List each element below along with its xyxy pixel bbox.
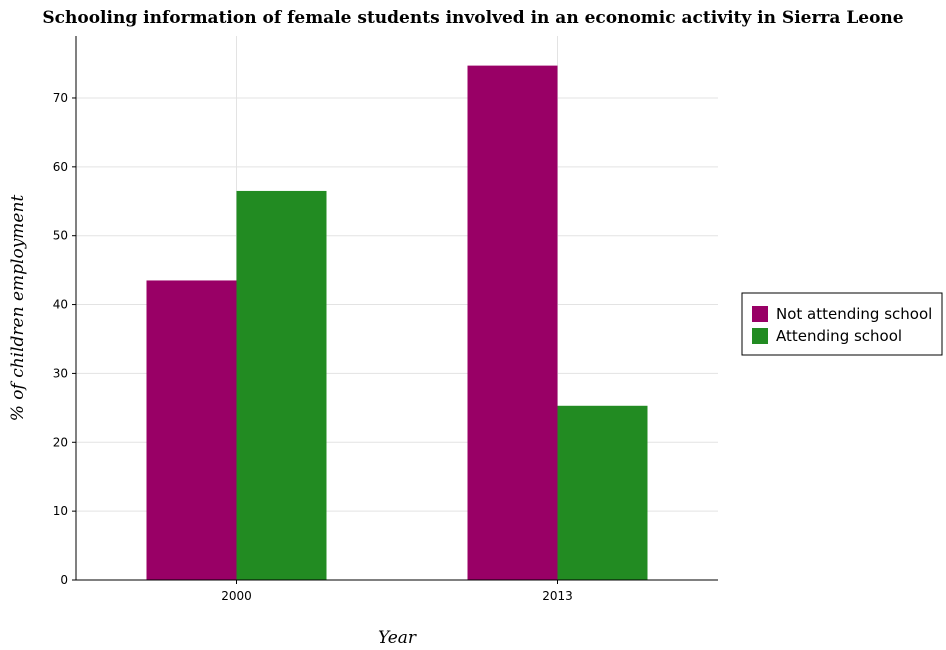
- y-tick-label: 70: [53, 91, 68, 105]
- y-axis-title: % of children employment: [8, 195, 28, 422]
- chart-title: Schooling information of female students…: [42, 8, 904, 28]
- legend-label: Attending school: [776, 327, 902, 345]
- x-tick-label: 2000: [221, 589, 252, 603]
- axis-labels: 0 10 20 30 40 50 60 70 2000 2013 Year % of children…: [8, 91, 573, 648]
- y-tick-label: 10: [53, 504, 68, 518]
- bars: [146, 65, 648, 581]
- y-tick-label: 30: [53, 366, 68, 380]
- y-tick-label: 20: [53, 435, 68, 449]
- y-tick-label: 40: [53, 298, 68, 312]
- bar-attending-school: [236, 190, 327, 580]
- bar-not-attending-school: [467, 65, 558, 581]
- legend-swatch: [752, 306, 768, 322]
- y-tick-label: 50: [53, 229, 68, 243]
- x-tick-label: 2013: [542, 589, 573, 603]
- axes: [72, 36, 718, 584]
- bar-not-attending-school: [146, 280, 237, 580]
- legend-label: Not attending school: [776, 305, 932, 323]
- y-tick-label: 0: [60, 573, 68, 587]
- bar-attending-school: [557, 405, 648, 580]
- legend-swatch: [752, 328, 768, 344]
- y-tick-label: 60: [53, 160, 68, 174]
- legend-box: [741, 292, 943, 356]
- x-axis-title: Year: [378, 628, 417, 648]
- legend: Not attending school Attending school: [741, 292, 943, 356]
